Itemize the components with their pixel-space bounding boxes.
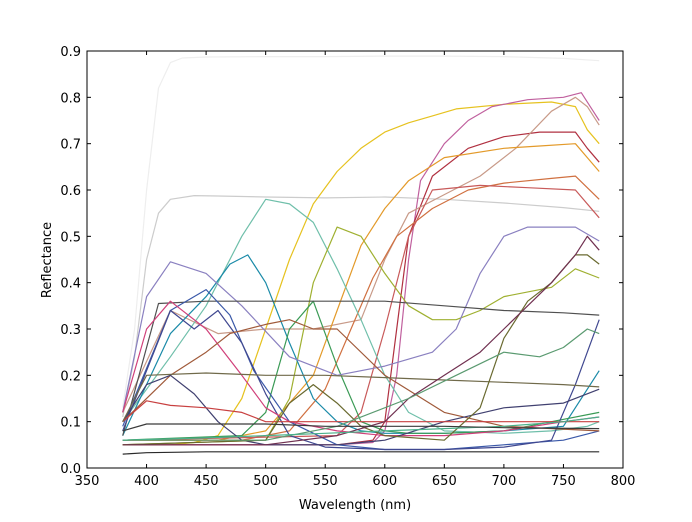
x-tick-label: 550 bbox=[313, 474, 338, 489]
series-line-10 bbox=[122, 198, 600, 434]
x-tick-label: 700 bbox=[491, 474, 516, 489]
series-line-27 bbox=[122, 451, 600, 455]
y-tick-label: 0.1 bbox=[60, 416, 81, 431]
x-tick-label: 350 bbox=[75, 474, 100, 489]
y-tick-label: 0.3 bbox=[60, 323, 81, 338]
y-tick-label: 0.4 bbox=[60, 277, 81, 292]
x-tick-label: 400 bbox=[134, 474, 159, 489]
series-line-3 bbox=[122, 101, 600, 446]
series-line-20 bbox=[122, 374, 600, 446]
series-line-22 bbox=[122, 372, 600, 422]
series-line-8 bbox=[122, 175, 600, 441]
x-axis: 350 400 450 500 550 600 650 700 750 800 bbox=[75, 51, 636, 489]
y-tick-label: 0.2 bbox=[60, 369, 81, 384]
x-axis-label: Wavelength (nm) bbox=[299, 498, 411, 513]
y-tick-label: 0.7 bbox=[60, 138, 81, 153]
y-tick-label: 0.0 bbox=[60, 462, 81, 477]
y-tick-label: 0.9 bbox=[60, 45, 81, 60]
series-line-1 bbox=[122, 55, 600, 408]
x-tick-label: 500 bbox=[253, 474, 278, 489]
x-tick-label: 650 bbox=[432, 474, 457, 489]
plot-area bbox=[87, 51, 623, 468]
x-tick-label: 800 bbox=[611, 474, 636, 489]
series-layer bbox=[122, 55, 600, 455]
series-line-26 bbox=[122, 416, 600, 441]
series-line-28 bbox=[122, 423, 600, 432]
series-line-9 bbox=[122, 184, 600, 441]
series-line-15 bbox=[122, 300, 600, 436]
x-tick-label: 450 bbox=[194, 474, 219, 489]
y-tick-label: 0.5 bbox=[60, 230, 81, 245]
series-line-14 bbox=[122, 226, 600, 413]
x-tick-label: 600 bbox=[372, 474, 397, 489]
series-line-19 bbox=[122, 319, 600, 432]
series-line-25 bbox=[122, 328, 600, 441]
y-axis-label: Reflectance bbox=[40, 222, 55, 298]
series-line-2 bbox=[122, 195, 600, 418]
y-tick-label: 0.6 bbox=[60, 184, 81, 199]
x-tick-label: 750 bbox=[551, 474, 576, 489]
series-line-17 bbox=[122, 309, 600, 451]
plot-frame bbox=[86, 50, 624, 469]
y-axis: 0.0 0.1 0.2 0.3 0.4 0.5 0.6 0.7 0.8 0.9 bbox=[60, 45, 623, 477]
y-tick-label: 0.8 bbox=[60, 91, 81, 106]
series-line-24 bbox=[122, 235, 600, 446]
